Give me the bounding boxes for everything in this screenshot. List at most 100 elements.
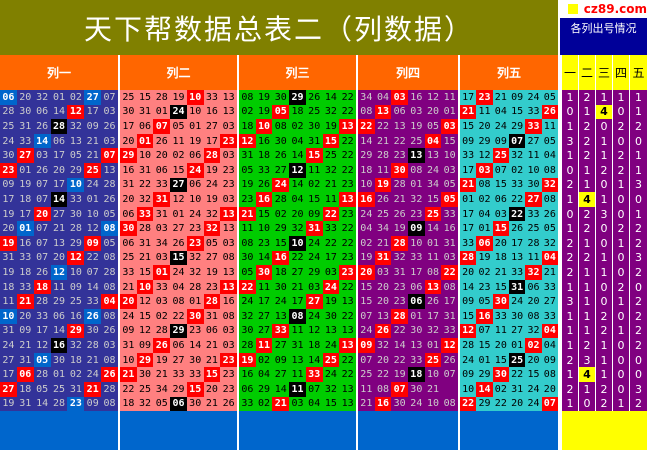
grid-cell: 22 [391,133,408,149]
grid-cell: 33 [509,265,526,280]
grid-cell: 01 [408,177,425,193]
grid-cell: 28 [391,177,408,193]
grid-cell: 33 [170,367,187,382]
grid-cell: 26 [424,294,442,309]
grid-cell: 29 [255,382,273,397]
grid-cell: 18 [305,338,323,353]
grid-cell: 33 [136,206,154,222]
grid-cell: 27 [255,323,273,339]
grid-cell: 03 [220,148,237,163]
stat-cell: 4 [579,367,595,382]
grid-cell: 30 [255,265,273,280]
grid-cell: 28 [203,294,221,309]
grid-cell: 08 [424,265,442,280]
grid-cell: 14 [358,133,375,149]
grid-cell: 30 [272,133,290,149]
stat-cell: 2 [630,294,647,309]
stat-cell: 3 [630,250,647,266]
grid-cell: 33 [16,279,34,295]
grid-cell: 20 [203,382,221,397]
grid-cell: 19 [255,104,273,120]
grid-cell: 14 [322,90,340,105]
grid-cell: 30 [239,323,256,339]
grid-cell: 07 [358,309,375,324]
grid-cell: 05 [541,133,558,149]
grid-cell: 04 [541,323,558,339]
grid-cell: 33 [239,396,256,412]
stat-cell: 1 [613,90,629,105]
grid-cell: 02 [255,352,273,368]
grid-cell: 15 [305,192,323,207]
grid-cell: 22 [339,279,356,295]
grid-cell: 11 [476,104,493,120]
stat-cell: 1 [579,163,595,178]
grid-cell: 32 [322,104,340,120]
grid-cell: 06 [50,133,68,149]
grid-cell: 27 [272,367,290,382]
stat-cell: 2 [630,236,647,251]
grid-cell: 18 [16,265,34,280]
brand-logo[interactable]: cz89.com [560,0,647,18]
bottom-band [120,411,237,450]
stat-cell: 2 [613,163,629,178]
grid-cell: 04 [374,90,392,105]
grid-cell: 08 [220,250,237,266]
grid-cell: 11 [289,382,306,397]
grid-cell: 28 [101,382,118,397]
grid-cell: 12 [67,104,85,120]
grid-cell: 02 [239,104,256,120]
grid-cell: 06 [203,323,221,339]
grid-cell: 13 [220,104,237,120]
stat-cell: 0 [613,265,629,280]
stat-cell: 0 [613,206,629,222]
grid-cell: 22 [120,382,137,397]
grid-cell: 15 [476,338,493,353]
grid-cell: 03 [101,133,118,149]
grid-cell: 22 [391,352,408,368]
grid-cell: 23 [476,90,493,105]
stat-cell: 2 [630,265,647,280]
grid-cell: 07 [476,323,493,339]
grid-cell: 06 [136,119,154,134]
grid-cell: 11 [255,279,273,295]
grid-cell: 04 [541,338,558,353]
stat-cell: 2 [579,90,595,105]
grid-cell: 02 [476,265,493,280]
stat-cell: 1 [613,177,629,193]
grid-cell: 22 [492,396,509,412]
data-grid: 06 20 32 01 02 27 07 25 15 28 19 10 33 13 08 19 30 29 26 14… [0,90,647,450]
grid-cell: 13 [339,119,356,134]
grid-cell: 18 [16,382,34,397]
grid-cell: 25 [424,352,442,368]
grid-cell: 21 [120,279,137,295]
grid-cell: 09 [305,206,323,222]
grid-cell: 08 [101,279,118,295]
grid-cell: 27 [16,148,34,163]
grid-cell: 25 [67,294,85,309]
grid-cell: 20 [525,352,542,368]
grid-cell: 12 [136,323,154,339]
grid-cell: 19 [476,250,493,266]
grid-cell: 26 [153,133,171,149]
grid-cell: 27 [289,265,306,280]
grid-cell: 29 [476,367,493,382]
bottom-band [460,411,558,450]
grid-cell: 08 [239,90,256,105]
grid-cell: 07 [509,133,526,149]
stat-cell: 2 [562,382,578,397]
grid-cell: 24 [322,367,340,382]
grid-cell: 24 [322,338,340,353]
stat-cell: 1 [630,206,647,222]
grid-cell: 27 [0,382,17,397]
grid-cell [441,382,458,397]
grid-cell: 27 [0,352,17,368]
grid-cell: 24 [120,309,137,324]
grid-cell: 19 [239,177,256,193]
grid-cell: 20 [541,382,558,397]
stat-header-3: 三 [596,55,612,90]
grid-cell: 11 [255,338,273,353]
grid-cell: 03 [220,192,237,207]
grid-cell: 31 [0,250,17,266]
grid-cell: 09 [358,338,375,353]
grid-cell: 23 [339,250,356,266]
